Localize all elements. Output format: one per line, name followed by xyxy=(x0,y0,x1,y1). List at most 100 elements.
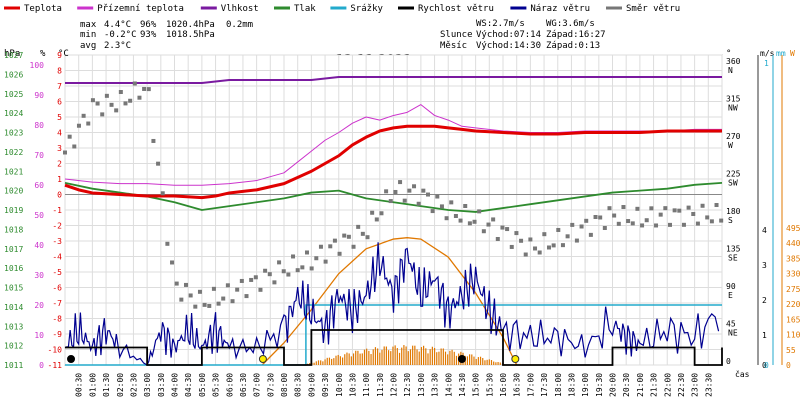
axis-label-pct: % xyxy=(40,49,46,59)
x-tick-label: 22:30 xyxy=(677,373,686,397)
x-tick-label: 19:30 xyxy=(595,373,604,397)
tick-dir: 135 xyxy=(726,245,741,254)
wind-dir-mark xyxy=(211,286,216,291)
wind-dir-mark xyxy=(705,215,710,220)
x-tick-label: 04:30 xyxy=(184,373,193,397)
stat-press: 1018.5hPa xyxy=(166,30,215,40)
legend-label: Rychlost větru xyxy=(418,4,494,14)
tick-celsius: 0 xyxy=(57,191,62,200)
x-tick-label: 05:00 xyxy=(198,373,207,397)
wind-dir-mark xyxy=(291,254,296,259)
wind-dir-mark xyxy=(495,236,500,241)
tick-celsius: 2 xyxy=(57,160,62,169)
stat-temp: 2.3°C xyxy=(104,41,131,51)
wind-dir-mark xyxy=(165,241,170,246)
tick-hpa: 1022 xyxy=(4,148,23,157)
x-tick-label: 16:30 xyxy=(513,373,522,397)
wind-gust-info: WG:3.6m/s xyxy=(546,19,595,29)
tick-celsius: 8 xyxy=(57,67,62,76)
wind-dir-mark xyxy=(667,222,672,227)
wind-dir-mark xyxy=(500,225,505,230)
wind-dir-mark xyxy=(691,211,696,216)
wind-dir-mark xyxy=(267,272,272,277)
wind-dir-mark xyxy=(374,217,379,222)
wind-dir-mark xyxy=(197,289,202,294)
x-tick-label: 13:00 xyxy=(417,373,426,397)
axis-label-wm2: W xyxy=(790,49,795,58)
wind-dir-mark xyxy=(430,209,435,214)
wind-dir-mark xyxy=(598,215,603,220)
series-pressure xyxy=(64,181,723,213)
x-tick-label: 18:30 xyxy=(567,373,576,397)
stat-label: avg xyxy=(80,41,96,51)
wind-dir-mark xyxy=(137,95,142,100)
x-tick-label: 02:30 xyxy=(129,373,138,397)
x-tick-label: 01:00 xyxy=(88,373,97,397)
wind-dir-mark xyxy=(304,250,309,255)
sunset-info: Západ:16:27 xyxy=(546,30,606,40)
wind-dir-mark xyxy=(574,238,579,243)
wind-dir-mark xyxy=(342,233,347,238)
wind-dir-mark xyxy=(95,101,100,106)
wind-dir-mark xyxy=(207,303,212,308)
wind-dir-mark xyxy=(179,297,184,302)
wind-dir-mark xyxy=(658,212,663,217)
tick-dir: 90 xyxy=(726,282,736,291)
tick-dir-label: SE xyxy=(728,254,738,263)
wind-dir-mark xyxy=(281,269,286,274)
wind-dir-mark xyxy=(128,98,133,103)
wind-dir-mark xyxy=(491,217,496,222)
wind-dir-mark xyxy=(370,210,375,215)
tick-hpa: 1019 xyxy=(4,206,23,215)
x-tick-label: 08:00 xyxy=(280,373,289,397)
wind-dir-mark xyxy=(467,221,472,226)
x-tick-label: 07:30 xyxy=(266,373,275,397)
wind-dir-mark xyxy=(332,238,337,243)
tick-mm: 1 xyxy=(764,59,769,68)
tick-dir: 270 xyxy=(726,132,741,141)
x-tick-label: 17:00 xyxy=(526,373,535,397)
tick-hpa: 1014 xyxy=(4,303,23,312)
tick-wm2: 440 xyxy=(786,239,800,248)
stat-temp: -0.2°C xyxy=(104,30,137,40)
wind-dir-mark xyxy=(630,221,635,226)
wind-dir-mark xyxy=(686,205,691,210)
tick-celsius: -1 xyxy=(52,206,62,215)
wind-dir-mark xyxy=(439,204,444,209)
wind-dir-mark xyxy=(700,203,705,208)
wind-dir-mark xyxy=(449,200,454,205)
x-tick-label: 10:30 xyxy=(348,373,357,397)
wind-dir-mark xyxy=(328,244,333,249)
wind-dir-mark xyxy=(719,218,724,223)
x-tick-label: 14:00 xyxy=(444,373,453,397)
wind-dir-mark xyxy=(67,134,72,139)
wind-dir-mark xyxy=(412,184,417,189)
tick-wm2: 495 xyxy=(786,224,800,233)
tick-celsius: -11 xyxy=(48,361,63,370)
wind-dir-mark xyxy=(542,232,547,237)
wind-dir-mark xyxy=(458,218,463,223)
series-wind-gust xyxy=(64,242,720,366)
legend-label: Tlak xyxy=(294,4,316,14)
wind-dir-mark xyxy=(528,237,533,242)
wind-dir-mark xyxy=(425,192,430,197)
tick-dir: 45 xyxy=(726,320,736,329)
tick-hpa: 1026 xyxy=(4,70,23,79)
tick-celsius: 9 xyxy=(57,51,62,60)
stat-label: max xyxy=(80,20,97,30)
wind-dir-mark xyxy=(295,268,300,273)
wind-dir-mark xyxy=(509,244,514,249)
x-tick-label: 23:00 xyxy=(691,373,700,397)
tick-dir: 225 xyxy=(726,170,741,179)
x-tick-label: 03:30 xyxy=(157,373,166,397)
wind-dir-mark xyxy=(244,294,249,299)
wind-dir-mark xyxy=(523,252,528,257)
wind-dir-mark xyxy=(81,113,86,118)
x-tick-label: 14:30 xyxy=(458,373,467,397)
x-tick-label: 15:30 xyxy=(485,373,494,397)
tick-hpa: 1027 xyxy=(4,51,23,60)
tick-hpa: 1023 xyxy=(4,129,23,138)
tick-hpa: 1025 xyxy=(4,90,23,99)
x-tick-label: 20:00 xyxy=(609,373,618,397)
